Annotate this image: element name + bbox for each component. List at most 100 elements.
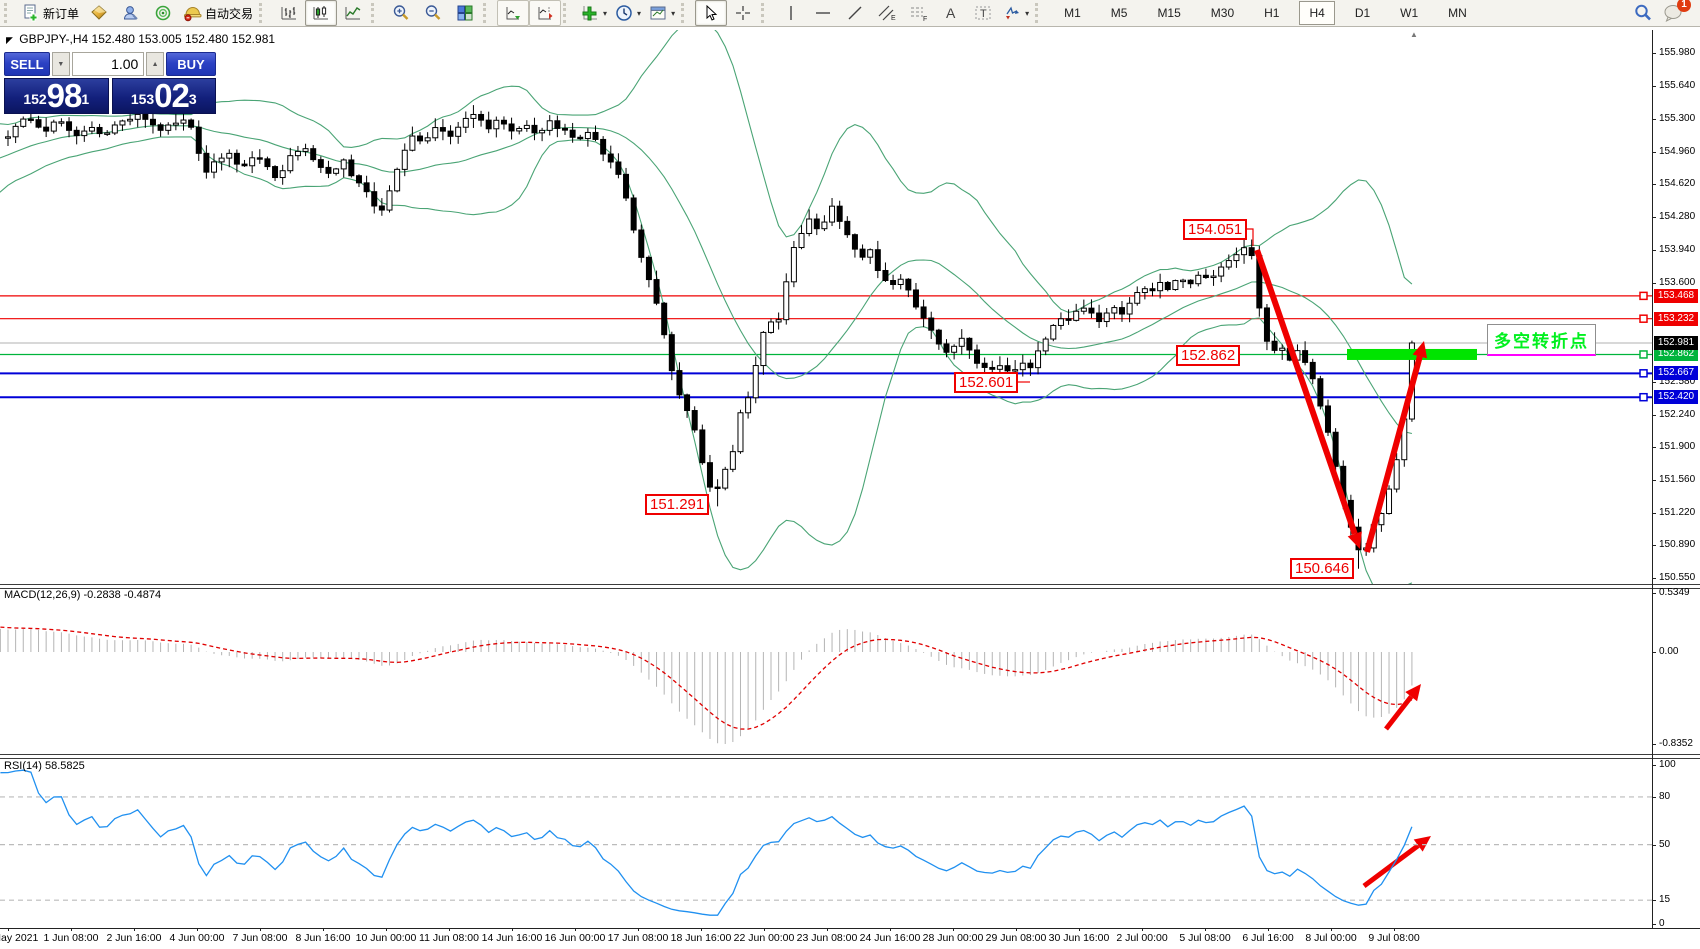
chart-shift-button[interactable]: [529, 0, 562, 26]
zoom-in-button[interactable]: [385, 0, 417, 26]
time-axis-tickmark: [764, 928, 765, 931]
search-icon[interactable]: [1633, 3, 1653, 23]
price-axis-tickmark: [1652, 283, 1656, 285]
price-axis-tickmark: [1652, 151, 1656, 153]
volume-up-button[interactable]: ▲: [146, 52, 164, 76]
macd-axis-label: 0.00: [1659, 646, 1679, 657]
bull-bear-turning-point-note[interactable]: 多空转折点: [1487, 324, 1596, 356]
line-handle[interactable]: [1639, 314, 1648, 323]
bar-chart-icon: [281, 7, 297, 20]
line-handle[interactable]: [1639, 350, 1648, 359]
price-annotation-label[interactable]: 152.601: [954, 372, 1019, 393]
cursor-button[interactable]: [695, 0, 728, 26]
line-handle[interactable]: [1639, 291, 1648, 301]
price-level-tag: 152.420: [1654, 390, 1698, 405]
profile-icon: [124, 6, 138, 20]
toolbar-grip: [4, 3, 14, 23]
timeframe-button-mn[interactable]: MN: [1448, 6, 1467, 20]
rsi-axis-label: 50: [1659, 838, 1671, 850]
candlestick-chart-button[interactable]: [305, 0, 338, 26]
panel-separator[interactable]: [0, 584, 1700, 589]
toolbar-separator: [1035, 3, 1045, 23]
price-axis-label: 153.940: [1659, 244, 1696, 256]
bid-price-tile[interactable]: 152 98 1: [4, 78, 109, 114]
line-handle[interactable]: [1639, 392, 1648, 402]
timeframe-button-m5[interactable]: M5: [1110, 6, 1128, 20]
highlight-zone: [1347, 348, 1477, 360]
time-axis-label: 6 Jul 16:00: [1242, 932, 1294, 944]
tile-windows-button[interactable]: [449, 0, 481, 26]
price-chart-plot[interactable]: [0, 30, 1652, 585]
time-axis-label: 10 Jun 00:00: [355, 932, 417, 944]
price-axis-label: 154.620: [1659, 178, 1696, 190]
time-axis-tickmark: [386, 928, 387, 931]
price-axis-tickmark: [1652, 250, 1656, 252]
sell-button[interactable]: SELL: [4, 52, 50, 76]
indicators-button[interactable]: ▾: [577, 0, 611, 26]
timeframe-button-d1[interactable]: D1: [1354, 6, 1371, 20]
profile-button[interactable]: [115, 0, 147, 26]
timeframe-button-w1[interactable]: W1: [1400, 6, 1419, 20]
timeframe-button-m30[interactable]: M30: [1210, 6, 1235, 20]
rsi-plot[interactable]: [0, 758, 1652, 927]
equidistant-channel-button[interactable]: E: [871, 0, 903, 26]
chart-shift-marker-icon[interactable]: ▲: [1410, 30, 1418, 39]
macd-plot[interactable]: [0, 587, 1652, 754]
rsi-axis-tickmark: [1652, 844, 1656, 846]
svg-text:A: A: [946, 5, 956, 21]
rsi-axis-label: 100: [1659, 759, 1676, 771]
bid-point: 1: [81, 91, 90, 107]
periods-button[interactable]: ▾: [611, 0, 645, 26]
vertical-line-button[interactable]: [775, 0, 807, 26]
timeframe-button-m1[interactable]: M1: [1064, 6, 1081, 20]
dropdown-caret: ▾: [603, 8, 608, 18]
rsi-label: RSI(14) 58.5825: [4, 760, 85, 772]
ask-price-tile[interactable]: 153 02 3: [111, 78, 216, 114]
text-label-icon: T: [975, 6, 991, 20]
line-chart-button[interactable]: [337, 0, 369, 26]
price-annotation-label[interactable]: 152.862: [1176, 345, 1241, 366]
templates-button[interactable]: ▾: [645, 0, 679, 26]
signal-button[interactable]: [147, 0, 179, 26]
crosshair-icon: [736, 6, 751, 20]
arrows-button[interactable]: ▾: [999, 0, 1033, 26]
timeframe-button-m15[interactable]: M15: [1157, 6, 1181, 20]
new-order-icon: [24, 4, 38, 22]
timeframe-button-h1[interactable]: H1: [1264, 6, 1280, 20]
price-level-tag: 152.862: [1654, 347, 1698, 362]
autoscroll-button[interactable]: [497, 0, 530, 26]
styler-button[interactable]: [83, 0, 115, 26]
buy-button[interactable]: BUY: [165, 52, 216, 76]
bar-chart-button[interactable]: [273, 0, 305, 26]
notifications-button[interactable]: 1: [1663, 0, 1691, 23]
tile-windows-icon: [457, 5, 473, 21]
price-annotation-label[interactable]: 151.291: [645, 494, 710, 515]
price-annotation-label[interactable]: 150.646: [1290, 558, 1355, 579]
price-annotation-label[interactable]: 154.051: [1183, 219, 1248, 240]
fibonacci-button[interactable]: F: [903, 0, 935, 26]
toolbar-separator: [681, 3, 691, 23]
ask-point: 3: [188, 91, 197, 107]
time-axis-tickmark: [1331, 928, 1332, 931]
text-label-button[interactable]: T: [967, 0, 999, 26]
toolbar-separator: [761, 3, 771, 23]
time-axis-label: 14 Jun 16:00: [481, 932, 543, 944]
macd-axis-label: 0.5349: [1659, 587, 1690, 598]
zoom-out-button[interactable]: [417, 0, 449, 26]
clock-icon: [616, 5, 632, 21]
autotrading-button[interactable]: 自动交易: [179, 0, 257, 26]
price-axis-label: 153.600: [1659, 277, 1696, 289]
panel-separator[interactable]: [0, 754, 1700, 759]
line-handle[interactable]: [1639, 369, 1648, 378]
trendline-button[interactable]: [839, 0, 871, 26]
time-axis-tickmark: [1205, 928, 1206, 931]
volume-input[interactable]: 1.00: [71, 52, 145, 76]
text-button[interactable]: A: [935, 0, 967, 26]
new-order-button[interactable]: 新订单: [18, 0, 83, 26]
crosshair-button[interactable]: [727, 0, 759, 26]
one-click-corner-icon[interactable]: ◤: [6, 35, 13, 45]
timeframe-button-h4[interactable]: H4: [1299, 1, 1335, 25]
volume-down-button[interactable]: ▼: [52, 52, 70, 76]
horizontal-line-button[interactable]: [807, 0, 839, 26]
